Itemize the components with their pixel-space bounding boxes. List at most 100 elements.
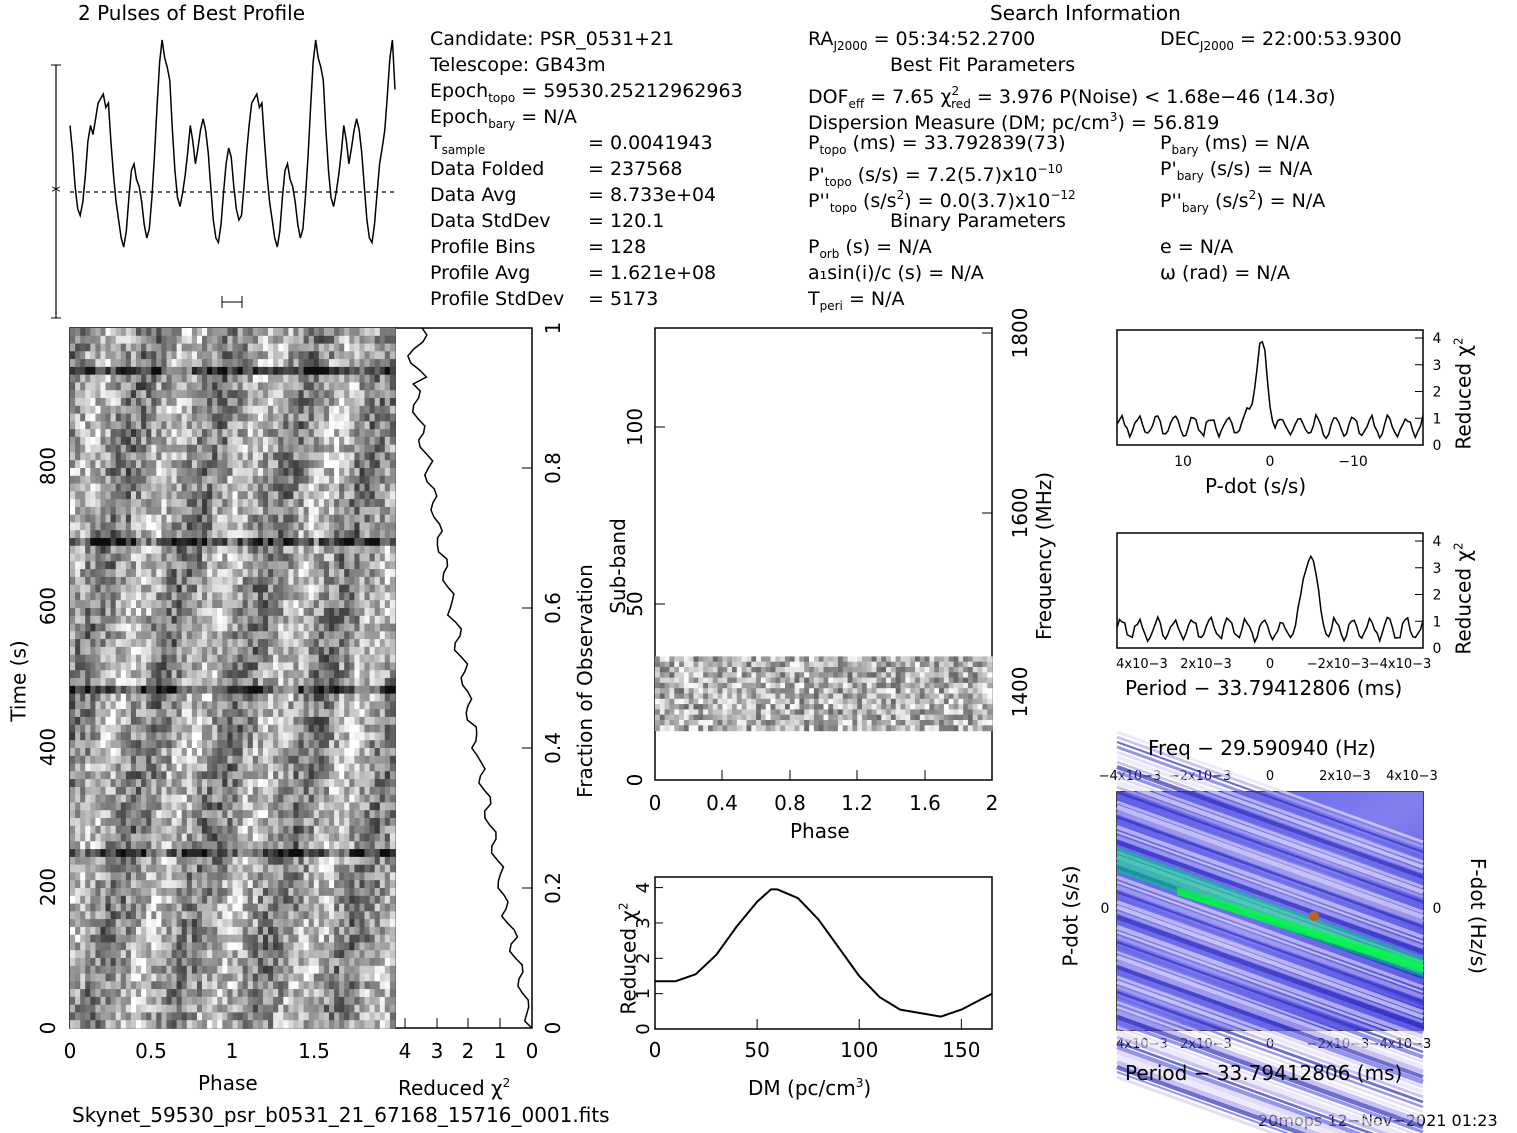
heatmap-cell: [364, 452, 371, 461]
heatmap-cell: [186, 592, 193, 601]
heatmap-cell: [125, 429, 132, 438]
heatmap-cell: [227, 491, 234, 500]
heatmap-cell: [136, 359, 142, 368]
heatmap-cell: [85, 506, 91, 516]
heatmap-cell: [263, 530, 269, 539]
heatmap-cell: [354, 584, 361, 594]
heatmap-cell: [263, 802, 269, 811]
heatmap-cell: [217, 810, 223, 819]
heatmap-cell: [257, 786, 264, 796]
heatmap-cell: [237, 810, 244, 819]
heatmap-cell: [268, 895, 274, 905]
heatmap-cell: [369, 499, 376, 508]
heatmap-cell: [263, 755, 269, 765]
heatmap-cell: [257, 335, 264, 345]
heatmap-cell: [329, 499, 335, 508]
heatmap-cell: [120, 405, 127, 415]
heatmap-cell: [70, 584, 76, 594]
heatmap-cell: [273, 390, 279, 399]
heatmap-cell: [288, 460, 295, 469]
heatmap-cell: [105, 779, 112, 788]
heatmap-cell: [257, 662, 264, 671]
heatmap-cell: [146, 366, 152, 376]
heatmap-cell: [323, 530, 330, 539]
heatmap-cell: [105, 810, 112, 819]
heatmap-cell: [110, 732, 117, 741]
heatmap-cell: [349, 499, 355, 508]
heatmap-cell: [115, 701, 122, 710]
heatmap-cell: [293, 670, 300, 679]
heatmap-cell: [186, 802, 193, 811]
heatmap-cell: [197, 491, 203, 500]
heatmap-cell: [349, 825, 355, 835]
heatmap-cell: [100, 786, 107, 796]
heatmap-cell: [191, 639, 198, 648]
heatmap-cell: [278, 709, 284, 718]
heatmap-cell: [379, 491, 386, 500]
heatmap-cell: [354, 646, 361, 656]
heatmap-cell: [202, 569, 208, 578]
heatmap-cell: [227, 436, 234, 446]
heatmap-cell: [334, 818, 340, 827]
heatmap-cell: [110, 639, 117, 648]
heatmap-cell: [308, 678, 315, 687]
heatmap-cell: [136, 335, 142, 345]
heatmap-cell: [374, 646, 381, 656]
heatmap-cell: [186, 398, 193, 407]
heatmap-cell: [278, 724, 284, 734]
heatmap-cell: [257, 685, 264, 695]
period-chi-tick-label: 4: [1433, 534, 1442, 550]
pp-y-tick-0: 0: [1101, 901, 1110, 917]
heatmap-cell: [161, 724, 168, 734]
heatmap-cell: [166, 584, 173, 594]
profile-bins-value: = 128: [588, 236, 647, 258]
heatmap-cell: [237, 553, 244, 562]
heatmap-cell: [318, 530, 325, 539]
heatmap-cell: [227, 328, 234, 337]
heatmap-cell: [389, 538, 396, 547]
heatmap-cell: [242, 763, 249, 772]
heatmap-cell: [293, 359, 300, 368]
heatmap-cell: [70, 460, 76, 469]
heatmap-cell: [344, 413, 350, 422]
heatmap-cell: [130, 608, 137, 617]
heatmap-cell: [268, 662, 274, 671]
heatmap-cell: [191, 763, 198, 772]
heatmap-cell: [75, 335, 81, 345]
heatmap-cell: [171, 608, 178, 617]
heatmap-cell: [151, 623, 157, 632]
heatmap-cell: [222, 584, 228, 594]
heatmap-cell: [384, 654, 391, 664]
heatmap-cell: [278, 748, 284, 757]
heatmap-cell: [70, 335, 76, 345]
heatmap-cell: [283, 452, 289, 461]
heatmap-cell: [166, 724, 173, 734]
heatmap-cell: [237, 786, 244, 796]
heatmap-cell: [130, 639, 137, 648]
heatmap-cell: [268, 491, 274, 500]
heatmap-cell: [181, 491, 188, 500]
heatmap-cell: [349, 670, 355, 679]
heatmap-cell: [359, 810, 366, 819]
heatmap-cell: [227, 701, 234, 710]
heatmap-cell: [141, 779, 147, 788]
heatmap-cell: [247, 561, 254, 570]
heatmap-cell: [181, 755, 188, 765]
heatmap-cell: [80, 724, 86, 734]
pp-top-tick-5: 4x10−3: [1386, 769, 1438, 784]
heatmap-cell: [75, 390, 81, 399]
heatmap-cell: [75, 849, 81, 858]
heatmap-cell: [288, 802, 295, 811]
heatmap-cell: [232, 662, 239, 671]
heatmap-cell: [379, 740, 386, 749]
heatmap-cell: [227, 460, 234, 469]
heatmap-cell: [222, 538, 228, 547]
heatmap-cell: [207, 716, 213, 726]
heatmap-cell: [100, 810, 107, 819]
heatmap-cell: [186, 468, 193, 477]
heatmap-cell: [359, 802, 366, 811]
heatmap-cell: [70, 530, 76, 539]
heatmap-cell: [369, 631, 376, 640]
heatmap-cell: [136, 569, 142, 578]
heatmap-cell: [80, 366, 86, 376]
